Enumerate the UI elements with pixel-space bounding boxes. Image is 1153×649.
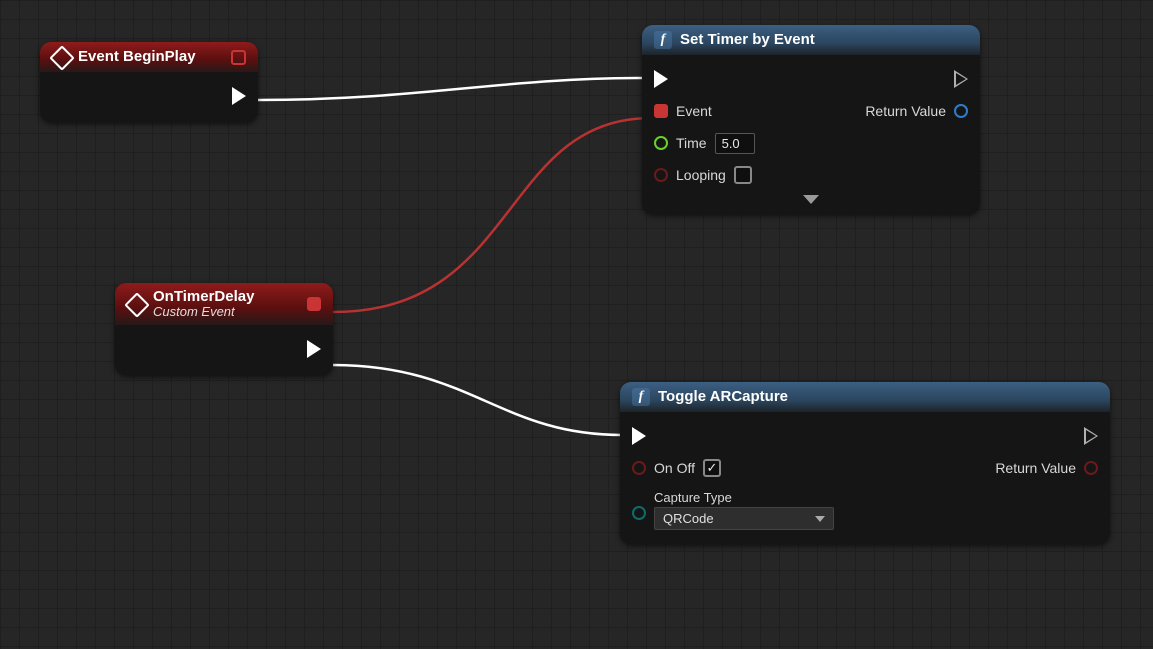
looping-checkbox[interactable] — [734, 166, 752, 184]
node-header[interactable]: Event BeginPlay — [40, 42, 258, 72]
node-header[interactable]: OnTimerDelay Custom Event — [115, 283, 333, 325]
node-title: Set Timer by Event — [680, 31, 968, 48]
node-subtitle: Custom Event — [153, 305, 299, 320]
onoff-checkbox[interactable]: ✓ — [703, 459, 721, 477]
pin-label-return: Return Value — [995, 460, 1076, 476]
pin-label-capture-type: Capture Type — [654, 490, 834, 505]
exec-in-pin[interactable] — [654, 70, 668, 88]
chevron-down-icon — [815, 516, 825, 522]
time-in-pin[interactable] — [654, 136, 668, 150]
node-title: Event BeginPlay — [78, 48, 223, 65]
function-icon: f — [632, 388, 650, 406]
node-title: OnTimerDelay — [153, 288, 299, 305]
exec-out-pin[interactable] — [307, 340, 321, 358]
return-value-pin[interactable] — [954, 104, 968, 118]
event-in-pin[interactable] — [654, 104, 668, 118]
exec-out-pin[interactable] — [1084, 427, 1098, 445]
node-ontimerdelay[interactable]: OnTimerDelay Custom Event — [115, 283, 333, 375]
node-header[interactable]: f Set Timer by Event — [642, 25, 980, 55]
delegate-out-pin[interactable] — [307, 297, 321, 311]
looping-in-pin[interactable] — [654, 168, 668, 182]
pin-label-looping: Looping — [676, 167, 726, 183]
onoff-in-pin[interactable] — [632, 461, 646, 475]
node-toggle-arcapture[interactable]: f Toggle ARCapture On Off ✓ Return Value — [620, 382, 1110, 544]
function-icon: f — [654, 31, 672, 49]
pin-label-time: Time — [676, 135, 707, 151]
event-icon — [127, 295, 145, 313]
exec-in-pin[interactable] — [632, 427, 646, 445]
pin-label-event: Event — [676, 103, 712, 119]
pin-label-onoff: On Off — [654, 460, 695, 476]
dropdown-value: QRCode — [663, 511, 714, 526]
node-event-beginplay[interactable]: Event BeginPlay — [40, 42, 258, 122]
exec-out-pin[interactable] — [954, 70, 968, 88]
exec-out-pin[interactable] — [232, 87, 246, 105]
delegate-pin[interactable] — [231, 50, 246, 65]
node-header[interactable]: f Toggle ARCapture — [620, 382, 1110, 412]
return-value-pin[interactable] — [1084, 461, 1098, 475]
node-title: Toggle ARCapture — [658, 388, 1098, 405]
event-icon — [52, 48, 70, 66]
capture-type-in-pin[interactable] — [632, 506, 646, 520]
pin-label-return: Return Value — [865, 103, 946, 119]
time-input[interactable]: 5.0 — [715, 133, 755, 154]
node-set-timer-by-event[interactable]: f Set Timer by Event Event Return Value — [642, 25, 980, 214]
capture-type-dropdown[interactable]: QRCode — [654, 507, 834, 530]
expand-arrow-icon[interactable] — [803, 195, 819, 204]
